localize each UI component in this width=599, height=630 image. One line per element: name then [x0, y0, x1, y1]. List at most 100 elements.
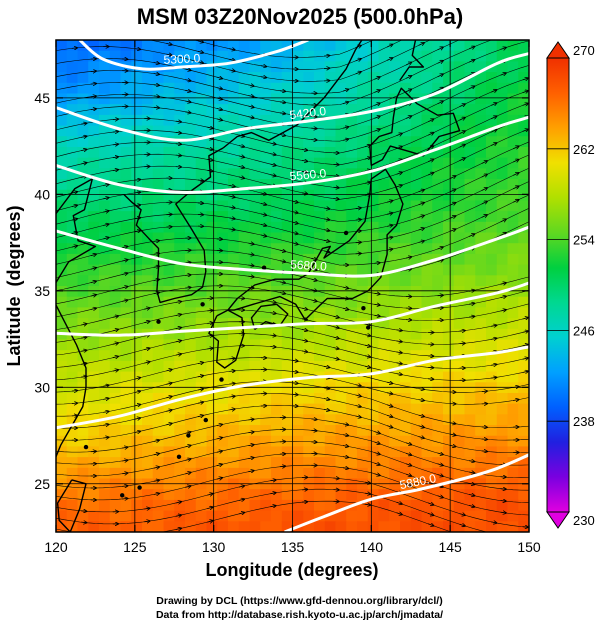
heatmap-cell — [518, 329, 529, 340]
heatmap-cell — [78, 72, 89, 83]
heatmap-cell — [78, 511, 89, 522]
heatmap-cell — [497, 265, 508, 276]
heatmap-cell — [400, 51, 411, 62]
heatmap-cell — [497, 222, 508, 233]
heatmap-cell — [454, 51, 465, 62]
heatmap-cell — [271, 147, 282, 158]
heatmap-cell — [164, 372, 175, 383]
heatmap-cell — [228, 93, 239, 104]
heatmap-cell — [518, 307, 529, 318]
heatmap-cell — [346, 521, 357, 532]
heatmap-cell — [518, 511, 529, 522]
heatmap-cell — [379, 179, 390, 190]
wind-arrow — [491, 533, 497, 534]
heatmap-cell — [454, 425, 465, 436]
y-tick-label: 25 — [34, 476, 50, 492]
heatmap-cell — [260, 436, 271, 447]
heatmap-cell — [131, 468, 142, 479]
heatmap-cell — [99, 200, 110, 211]
heatmap-cell — [207, 468, 218, 479]
heatmap-cell — [174, 500, 185, 511]
heatmap-cell — [56, 83, 67, 94]
heatmap-cell — [379, 40, 390, 51]
wind-arrow — [501, 23, 507, 25]
heatmap-cell — [153, 468, 164, 479]
heatmap-cell — [443, 468, 454, 479]
heatmap-cell — [379, 211, 390, 222]
heatmap-cell — [400, 136, 411, 147]
heatmap-cell — [314, 457, 325, 468]
heatmap-cell — [153, 200, 164, 211]
heatmap-cell — [67, 83, 78, 94]
heatmap-cell — [497, 254, 508, 265]
heatmap-cell — [131, 72, 142, 83]
heatmap-cell — [164, 468, 175, 479]
heatmap-cell — [422, 158, 433, 169]
heatmap-cell — [303, 479, 314, 490]
heatmap-cell — [153, 93, 164, 104]
heatmap-cell — [271, 243, 282, 254]
heatmap-cell — [110, 479, 121, 490]
heatmap-cell — [475, 190, 486, 201]
heatmap-cell — [422, 372, 433, 383]
heatmap-cell — [454, 211, 465, 222]
heatmap-cell — [174, 404, 185, 415]
heatmap-cell — [271, 233, 282, 244]
island-marker — [186, 433, 190, 437]
heatmap-cell — [454, 361, 465, 372]
heatmap-cell — [379, 468, 390, 479]
heatmap-cell — [486, 318, 497, 329]
heatmap-cell — [486, 457, 497, 468]
heatmap-cell — [207, 350, 218, 361]
heatmap-cell — [303, 382, 314, 393]
heatmap-cell — [110, 425, 121, 436]
heatmap-cell — [131, 425, 142, 436]
heatmap-cell — [518, 40, 529, 51]
heatmap-cell — [497, 40, 508, 51]
heatmap-cell — [293, 457, 304, 468]
heatmap-cell — [164, 457, 175, 468]
heatmap-cell — [518, 404, 529, 415]
heatmap-cell — [400, 211, 411, 222]
heatmap-cell — [153, 489, 164, 500]
heatmap-cell — [228, 211, 239, 222]
heatmap-cell — [250, 243, 261, 254]
heatmap-cell — [465, 339, 476, 350]
heatmap-cell — [142, 318, 153, 329]
heatmap-cell — [142, 479, 153, 490]
colorbar-gradient — [547, 58, 569, 512]
heatmap-cell — [260, 500, 271, 511]
heatmap-cell — [282, 393, 293, 404]
heatmap-cell — [411, 457, 422, 468]
heatmap-cell — [475, 436, 486, 447]
heatmap-cell — [153, 372, 164, 383]
heatmap-cell — [422, 222, 433, 233]
heatmap-cell — [400, 126, 411, 137]
heatmap-cell — [260, 286, 271, 297]
heatmap-cell — [250, 361, 261, 372]
heatmap-cell — [454, 158, 465, 169]
heatmap-cell — [271, 350, 282, 361]
heatmap-cell — [293, 404, 304, 415]
heatmap-cell — [217, 233, 228, 244]
heatmap-cell — [121, 200, 132, 211]
heatmap-cell — [357, 489, 368, 500]
heatmap-cell — [443, 457, 454, 468]
heatmap-cell — [164, 72, 175, 83]
heatmap-cell — [325, 414, 336, 425]
heatmap-cell — [142, 372, 153, 383]
heatmap-cell — [78, 457, 89, 468]
wind-arrow — [81, 533, 87, 534]
wind-arrow — [482, 391, 488, 392]
heatmap-cell — [303, 329, 314, 340]
heatmap-cell — [142, 115, 153, 126]
heatmap-cell — [250, 168, 261, 179]
heatmap-cell — [368, 93, 379, 104]
heatmap-cell — [314, 479, 325, 490]
heatmap-cell — [325, 61, 336, 72]
heatmap-cell — [250, 83, 261, 94]
heatmap-cell — [368, 222, 379, 233]
heatmap-cell — [99, 168, 110, 179]
heatmap-cell — [174, 147, 185, 158]
heatmap-cell — [400, 286, 411, 297]
